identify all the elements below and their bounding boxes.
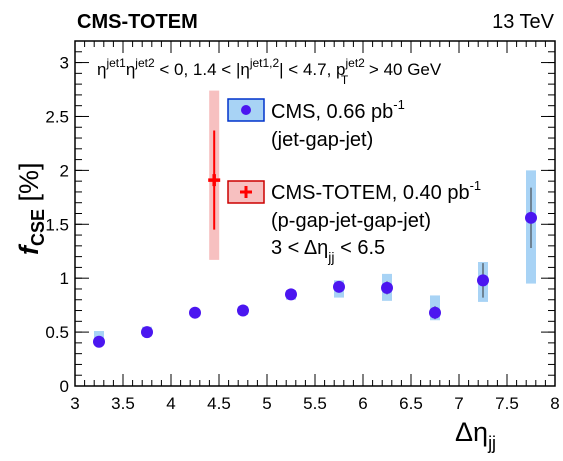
x-tick-label: 6 (358, 394, 367, 413)
cms-data-point (237, 304, 249, 317)
y-tick-label: 0 (60, 377, 69, 396)
legend-totem-topology: (p-gap-jet-gap-jet) (271, 210, 431, 232)
x-tick-label: 7.5 (495, 394, 519, 413)
cms-data-point (285, 288, 297, 301)
x-tick-label: 6.5 (399, 394, 423, 413)
x-tick-label: 5 (262, 394, 271, 413)
x-tick-label: 4 (166, 394, 175, 413)
totem-data-point (208, 174, 221, 187)
y-tick-labels: 0 0.5 1 1.5 2 2.5 3 (45, 54, 69, 396)
legend-totem-label: CMS-TOTEM, 0.40 pb (271, 182, 470, 204)
legend-totem-marker (240, 186, 252, 198)
x-axis-title: Δηjj (455, 417, 496, 453)
y-tick-label: 1.5 (45, 215, 69, 234)
cms-data-point (429, 306, 441, 319)
y-axis-title: fCSE [%] (14, 162, 48, 255)
x-tick-label: 4.5 (207, 394, 231, 413)
selection-cuts: ηjet1ηjet2 < 0, 1.4 < |ηjet1,2| < 4.7, p… (97, 56, 442, 87)
x-tick-label: 8 (550, 394, 559, 413)
cms-data-point (333, 280, 345, 293)
data-points (93, 174, 537, 348)
legend-cms-label: CMS, 0.66 pb (271, 101, 393, 123)
y-tick-label: 2.5 (45, 107, 69, 126)
x-tick-label: 5.5 (303, 394, 327, 413)
x-tick-label: 7 (454, 394, 463, 413)
x-tick-label: 3.5 (111, 394, 135, 413)
cms-data-point (477, 274, 489, 287)
experiment-label: CMS-TOTEM (77, 11, 198, 33)
y-tick-label: 2 (60, 161, 69, 180)
legend-eta-range: 3 < Δηjj < 6.5 (271, 237, 385, 265)
legend-entry-cms: CMS, 0.66 pb-1 (jet-gap-jet) (227, 97, 405, 151)
legend-entry-totem: CMS-TOTEM, 0.40 pb-1 (p-gap-jet-gap-jet)… (227, 178, 481, 265)
cms-data-point (525, 211, 537, 224)
energy-label: 13 TeV (492, 11, 555, 33)
x-tick-label: 3 (70, 394, 79, 413)
y-tick-label: 0.5 (45, 323, 69, 342)
legend-cms-marker (241, 105, 251, 115)
x-tick-labels: 3 3.5 4 4.5 5 5.5 6 6.5 7 7.5 8 (70, 394, 559, 413)
y-tick-label: 1 (60, 269, 69, 288)
svg-text:CMS, 0.66 pb-1: CMS, 0.66 pb-1 (271, 97, 405, 123)
y-tick-label: 3 (60, 54, 69, 73)
cms-data-point (381, 281, 393, 294)
cms-data-point (189, 306, 201, 319)
axis-ticks (74, 40, 556, 387)
cms-data-point (93, 335, 105, 348)
cms-data-point (141, 326, 153, 339)
svg-text:CMS-TOTEM, 0.40 pb-1: CMS-TOTEM, 0.40 pb-1 (271, 178, 481, 204)
legend-cms-topology: (jet-gap-jet) (271, 129, 373, 151)
